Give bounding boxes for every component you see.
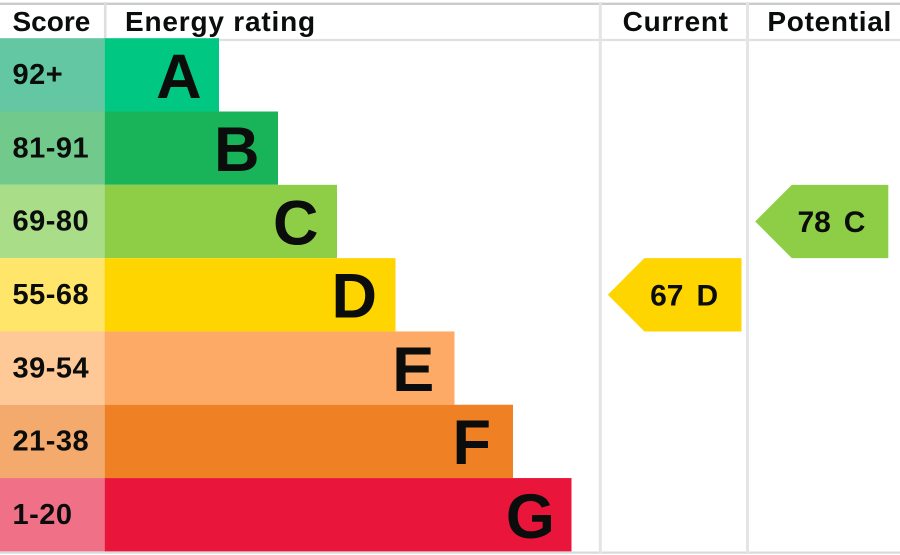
svg-text:78: 78 [798, 206, 831, 239]
svg-text:E: E [392, 335, 434, 405]
svg-text:67: 67 [650, 279, 683, 312]
svg-text:69-80: 69-80 [13, 206, 90, 238]
svg-text:Score: Score [13, 6, 91, 37]
svg-text:B: B [214, 115, 260, 185]
svg-text:F: F [453, 408, 491, 478]
svg-text:Potential: Potential [767, 6, 892, 37]
svg-text:G: G [506, 482, 555, 552]
svg-text:Current: Current [623, 6, 729, 37]
svg-text:55-68: 55-68 [13, 279, 90, 311]
svg-text:C: C [273, 188, 319, 258]
svg-text:D: D [332, 262, 378, 332]
svg-text:81-91: 81-91 [13, 132, 90, 164]
svg-text:D: D [696, 279, 718, 312]
svg-text:1-20: 1-20 [13, 499, 73, 531]
svg-text:C: C [844, 206, 866, 239]
svg-text:92+: 92+ [13, 59, 64, 91]
svg-text:21-38: 21-38 [13, 426, 90, 458]
svg-text:Energy rating: Energy rating [125, 6, 316, 37]
svg-text:39-54: 39-54 [13, 352, 90, 384]
svg-text:A: A [156, 42, 202, 112]
